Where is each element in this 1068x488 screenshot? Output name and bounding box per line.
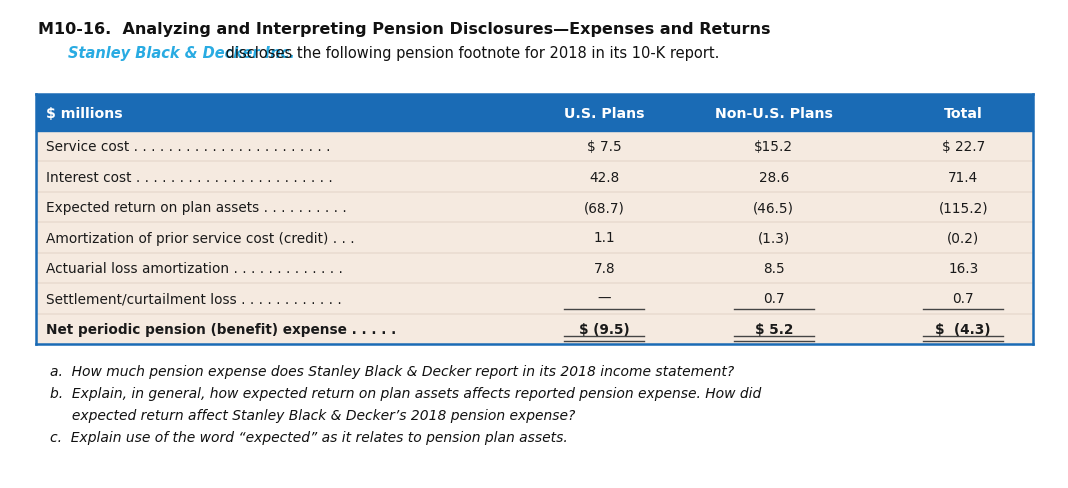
Text: $ (9.5): $ (9.5) (579, 322, 630, 336)
Text: Total: Total (944, 106, 983, 120)
Text: —: — (597, 292, 611, 305)
Text: a.  How much pension expense does Stanley Black & Decker report in its 2018 inco: a. How much pension expense does Stanley… (50, 364, 735, 378)
Text: Amortization of prior service cost (credit) . . .: Amortization of prior service cost (cred… (46, 231, 355, 245)
Text: 71.4: 71.4 (948, 170, 978, 184)
Text: $ 7.5: $ 7.5 (587, 140, 622, 154)
Text: Interest cost . . . . . . . . . . . . . . . . . . . . . . .: Interest cost . . . . . . . . . . . . . … (46, 170, 333, 184)
Text: $  (4.3): $ (4.3) (936, 322, 991, 336)
Text: Settlement/curtailment loss . . . . . . . . . . . .: Settlement/curtailment loss . . . . . . … (46, 292, 342, 305)
Text: 42.8: 42.8 (590, 170, 619, 184)
Text: 16.3: 16.3 (948, 262, 978, 275)
Text: (46.5): (46.5) (753, 201, 795, 215)
Text: $15.2: $15.2 (754, 140, 794, 154)
Text: 28.6: 28.6 (758, 170, 789, 184)
Text: M10-16.  Analyzing and Interpreting Pension Disclosures—Expenses and Returns: M10-16. Analyzing and Interpreting Pensi… (38, 22, 770, 37)
Text: expected return affect Stanley Black & Decker’s 2018 pension expense?: expected return affect Stanley Black & D… (50, 408, 576, 422)
Text: 0.7: 0.7 (953, 292, 974, 305)
Text: $ 22.7: $ 22.7 (942, 140, 985, 154)
Text: c.  Explain use of the word “expected” as it relates to pension plan assets.: c. Explain use of the word “expected” as… (50, 430, 568, 444)
Text: $ 5.2: $ 5.2 (755, 322, 792, 336)
Bar (36, 95, 1033, 132)
Text: U.S. Plans: U.S. Plans (564, 106, 645, 120)
Text: (115.2): (115.2) (939, 201, 988, 215)
Text: Expected return on plan assets . . . . . . . . . .: Expected return on plan assets . . . . .… (46, 201, 347, 215)
Text: discloses the following pension footnote for 2018 in its 10-K report.: discloses the following pension footnote… (221, 46, 720, 61)
Text: Stanley Black & Decker Inc.: Stanley Black & Decker Inc. (68, 46, 295, 61)
Text: 0.7: 0.7 (763, 292, 785, 305)
Text: (68.7): (68.7) (584, 201, 625, 215)
Text: (0.2): (0.2) (947, 231, 979, 245)
Text: b.  Explain, in general, how expected return on plan assets affects reported pen: b. Explain, in general, how expected ret… (50, 386, 761, 400)
Text: 7.8: 7.8 (594, 262, 615, 275)
Text: Non-U.S. Plans: Non-U.S. Plans (714, 106, 833, 120)
Text: Actuarial loss amortization . . . . . . . . . . . . .: Actuarial loss amortization . . . . . . … (46, 262, 343, 275)
Text: Service cost . . . . . . . . . . . . . . . . . . . . . . .: Service cost . . . . . . . . . . . . . .… (46, 140, 330, 154)
Text: 1.1: 1.1 (594, 231, 615, 245)
Text: 8.5: 8.5 (763, 262, 785, 275)
Text: Net periodic pension (benefit) expense . . . . .: Net periodic pension (benefit) expense .… (46, 322, 396, 336)
Bar (36, 132, 1033, 345)
Text: (1.3): (1.3) (757, 231, 790, 245)
Text: $ millions: $ millions (46, 106, 123, 120)
